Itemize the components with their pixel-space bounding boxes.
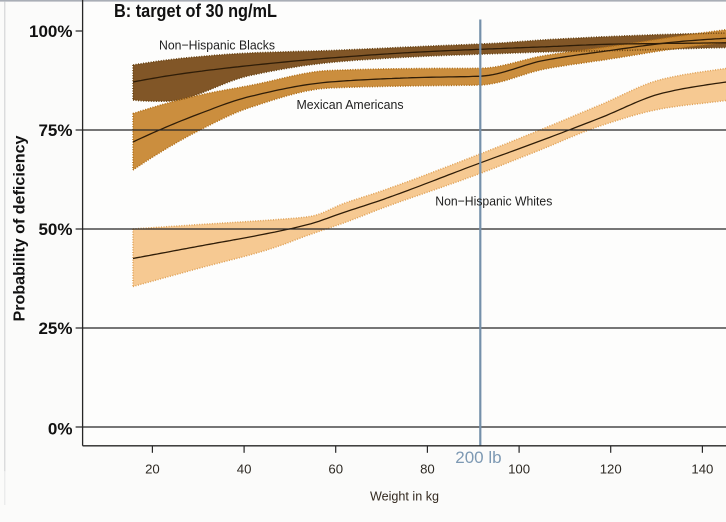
- svg-text:B: target of 30 ng/mL: B: target of 30 ng/mL: [114, 0, 277, 21]
- svg-text:Non−Hispanic Blacks: Non−Hispanic Blacks: [159, 38, 275, 53]
- svg-text:25%: 25%: [38, 319, 72, 338]
- svg-text:140: 140: [691, 462, 713, 477]
- svg-text:100: 100: [508, 462, 530, 477]
- svg-text:Probability of deficiency: Probability of deficiency: [12, 135, 29, 321]
- svg-text:200 lb: 200 lb: [455, 448, 501, 467]
- svg-text:Non−Hispanic Whites: Non−Hispanic Whites: [435, 194, 552, 209]
- svg-text:0%: 0%: [48, 419, 73, 438]
- svg-text:50%: 50%: [38, 220, 72, 239]
- svg-text:100%: 100%: [29, 22, 72, 41]
- svg-text:Weight in kg: Weight in kg: [370, 490, 439, 504]
- svg-text:120: 120: [600, 462, 622, 477]
- svg-text:20: 20: [145, 462, 160, 477]
- svg-text:40: 40: [237, 462, 252, 477]
- svg-text:80: 80: [420, 462, 435, 477]
- svg-text:60: 60: [328, 462, 343, 477]
- svg-text:75%: 75%: [38, 121, 72, 140]
- svg-text:Mexican Americans: Mexican Americans: [297, 97, 404, 112]
